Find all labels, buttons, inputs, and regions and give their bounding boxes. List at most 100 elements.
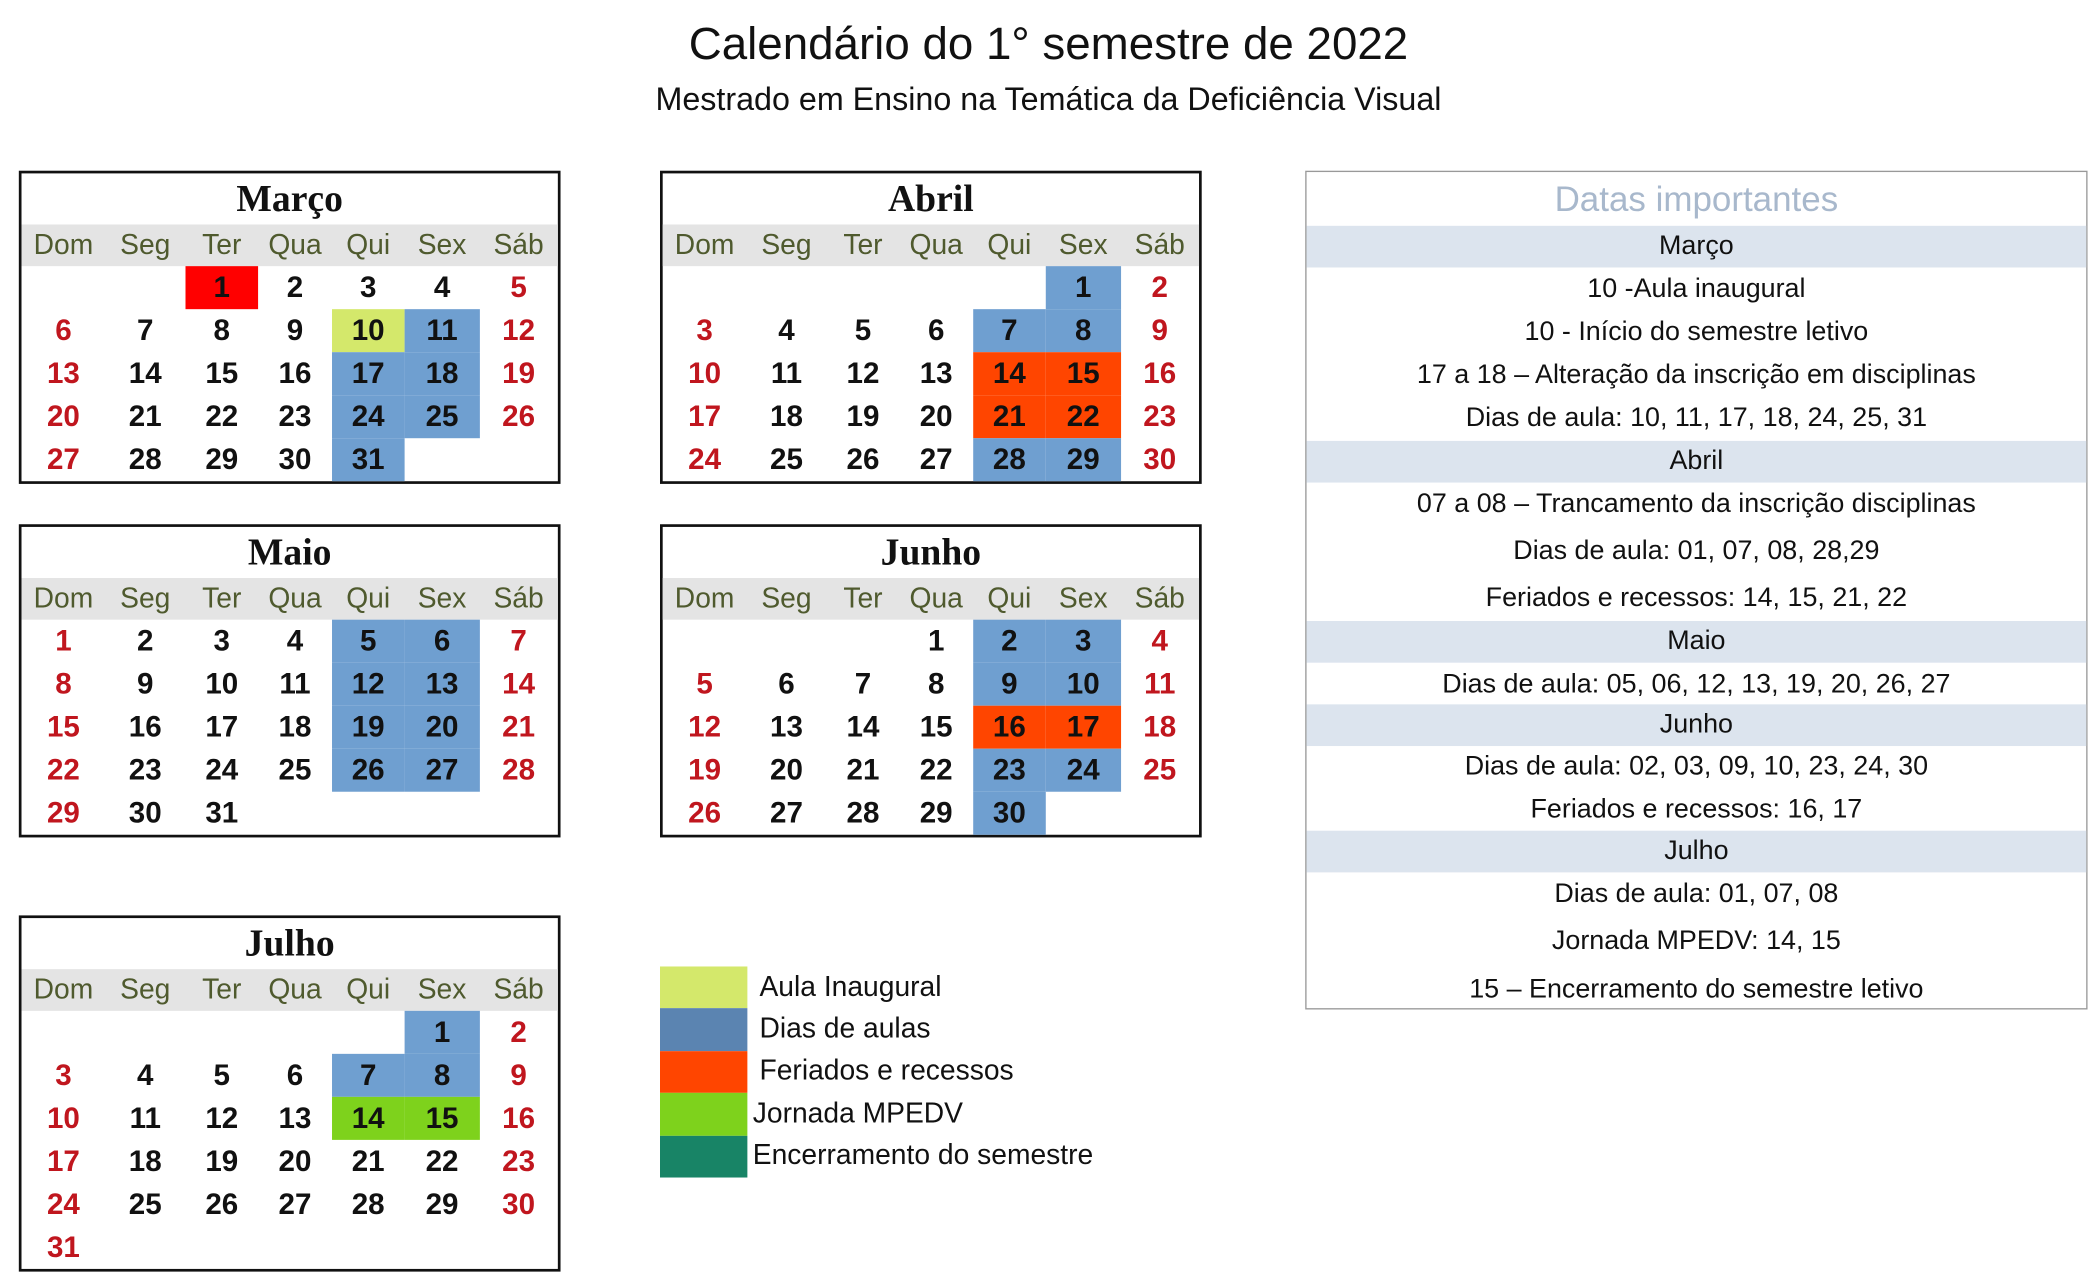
- day-cell: 5: [696, 666, 713, 701]
- month-name: Março: [236, 178, 343, 221]
- day-cell: 12: [205, 1100, 239, 1135]
- month-name: Maio: [247, 532, 332, 574]
- day-cell: 10: [331, 309, 405, 353]
- weekday-label: Ter: [843, 229, 883, 261]
- day-cell: 18: [1143, 709, 1177, 744]
- day-cell: 15: [205, 356, 239, 390]
- day-cell: 16: [1143, 356, 1177, 390]
- month-section-header: Junho: [1306, 703, 2087, 746]
- day-cell: 6: [286, 1057, 304, 1092]
- week-row: 8 9 10 11 12 13 14: [22, 662, 558, 706]
- day-cell: 21: [128, 399, 162, 433]
- day-cell: 22: [205, 399, 239, 433]
- empty-cell: [663, 266, 747, 309]
- day-cell: 19: [688, 752, 722, 787]
- day-cell: 13: [769, 709, 803, 744]
- day-cell: 19: [331, 705, 405, 749]
- week-row: 10 11 12 13 14 15 16: [22, 1096, 558, 1140]
- day-cell: 2: [286, 270, 304, 304]
- empty-cell: [185, 1226, 258, 1269]
- day-cell: 26: [846, 442, 880, 476]
- weekday-label: Sáb: [1134, 229, 1185, 261]
- empty-cell: [105, 266, 185, 309]
- day-cell: 21: [846, 752, 880, 787]
- weekday-header: Dom Seg Ter Qua Qui Sex Sáb: [21, 969, 558, 1011]
- day-cell: 25: [128, 1186, 162, 1221]
- day-cell: 7: [510, 623, 527, 658]
- week-row: 19 20 21 22 23 24 25: [663, 748, 1199, 792]
- day-cell: 13: [278, 1100, 312, 1135]
- month-calendar-maio: Maio Dom Seg Ter Qua Qui Sex Sáb 1 2 3 4 5 6 7 8 9 10 11 12…: [18, 524, 561, 838]
- empty-cell: [405, 792, 480, 835]
- empty-cell: [900, 266, 973, 309]
- day-cell: 9: [1151, 313, 1168, 347]
- month-name: Julho: [244, 923, 335, 966]
- day-cell: 27: [404, 748, 480, 792]
- legend-item: Encerramento do semestre: [660, 1135, 1093, 1178]
- legend-item: Jornada MPEDV: [660, 1093, 1093, 1136]
- day-cell: 30: [128, 795, 162, 830]
- month-section-header: Julho: [1306, 830, 2087, 872]
- day-cell: 4: [137, 1057, 154, 1092]
- weekday-label: Ter: [202, 229, 242, 261]
- legend-swatch: [660, 966, 748, 1009]
- legend-label: Dias de aulas: [759, 1013, 931, 1045]
- day-cell: 8: [1045, 309, 1121, 353]
- legend-label: Aula Inaugural: [759, 971, 942, 1003]
- day-cell: 23: [972, 748, 1046, 792]
- day-cell: 8: [55, 666, 72, 701]
- empty-cell: [258, 1226, 331, 1269]
- day-cell: 3: [1045, 619, 1121, 663]
- empty-cell: [105, 1011, 185, 1054]
- day-cell: 4: [286, 623, 304, 658]
- weekday-label: Dom: [33, 229, 94, 261]
- day-cell: 1: [185, 266, 259, 310]
- weekday-label: Qua: [268, 973, 322, 1005]
- day-cell: 25: [278, 752, 312, 787]
- day-cell: 27: [46, 442, 80, 476]
- weekday-label: Dom: [33, 582, 94, 614]
- day-cell: 3: [55, 1057, 72, 1092]
- day-cell: 17: [205, 709, 239, 744]
- week-row: 15 16 17 18 19 20 21: [22, 705, 558, 749]
- day-cell: 29: [46, 795, 80, 830]
- day-cell: 11: [770, 356, 803, 390]
- week-row: 24 25 26 27 28 29 30: [22, 1183, 558, 1226]
- empty-cell: [332, 1011, 405, 1054]
- day-cell: 10: [1045, 662, 1121, 706]
- month-calendar-abril: Abril Dom Seg Ter Qua Qui Sex Sáb 1 2 3 4 5 6 7 8 9 10 11 1…: [660, 170, 1202, 484]
- day-cell: 24: [331, 395, 405, 439]
- day-cell: 28: [128, 442, 162, 476]
- legend-item: Dias de aulas: [660, 1008, 1093, 1051]
- day-cell: 23: [502, 1143, 536, 1178]
- week-row: 13 14 15 16 17 18 19: [22, 352, 558, 396]
- day-cell: 9: [972, 662, 1046, 706]
- day-cell: 27: [278, 1186, 312, 1221]
- day-cell: 10: [46, 1100, 80, 1135]
- day-cell: 5: [854, 313, 872, 347]
- weekday-label: Seg: [120, 229, 171, 261]
- weekday-label: Seg: [761, 229, 812, 261]
- day-cell: 22: [919, 752, 953, 787]
- day-cell: 19: [846, 399, 880, 433]
- day-cell: 31: [205, 795, 239, 830]
- day-cell: 21: [502, 709, 536, 744]
- day-cell: 16: [278, 356, 312, 390]
- empty-cell: [826, 620, 899, 663]
- day-cell: 4: [433, 270, 451, 304]
- week-row: 17 18 19 20 21 22 23: [22, 1140, 558, 1183]
- week-row: 31: [22, 1226, 558, 1269]
- legend-label: Feriados e recessos: [759, 1055, 1014, 1087]
- day-cell: 11: [404, 309, 480, 353]
- empty-cell: [405, 1226, 480, 1269]
- day-cell: 25: [404, 395, 480, 439]
- empty-cell: [405, 438, 480, 481]
- day-cell: 30: [1143, 442, 1177, 476]
- day-cell: 9: [286, 313, 304, 347]
- day-cell: 16: [128, 709, 162, 744]
- weekday-label: Dom: [674, 229, 735, 261]
- day-cell: 2: [137, 623, 154, 658]
- empty-cell: [479, 1226, 558, 1269]
- day-cell: 25: [769, 442, 803, 476]
